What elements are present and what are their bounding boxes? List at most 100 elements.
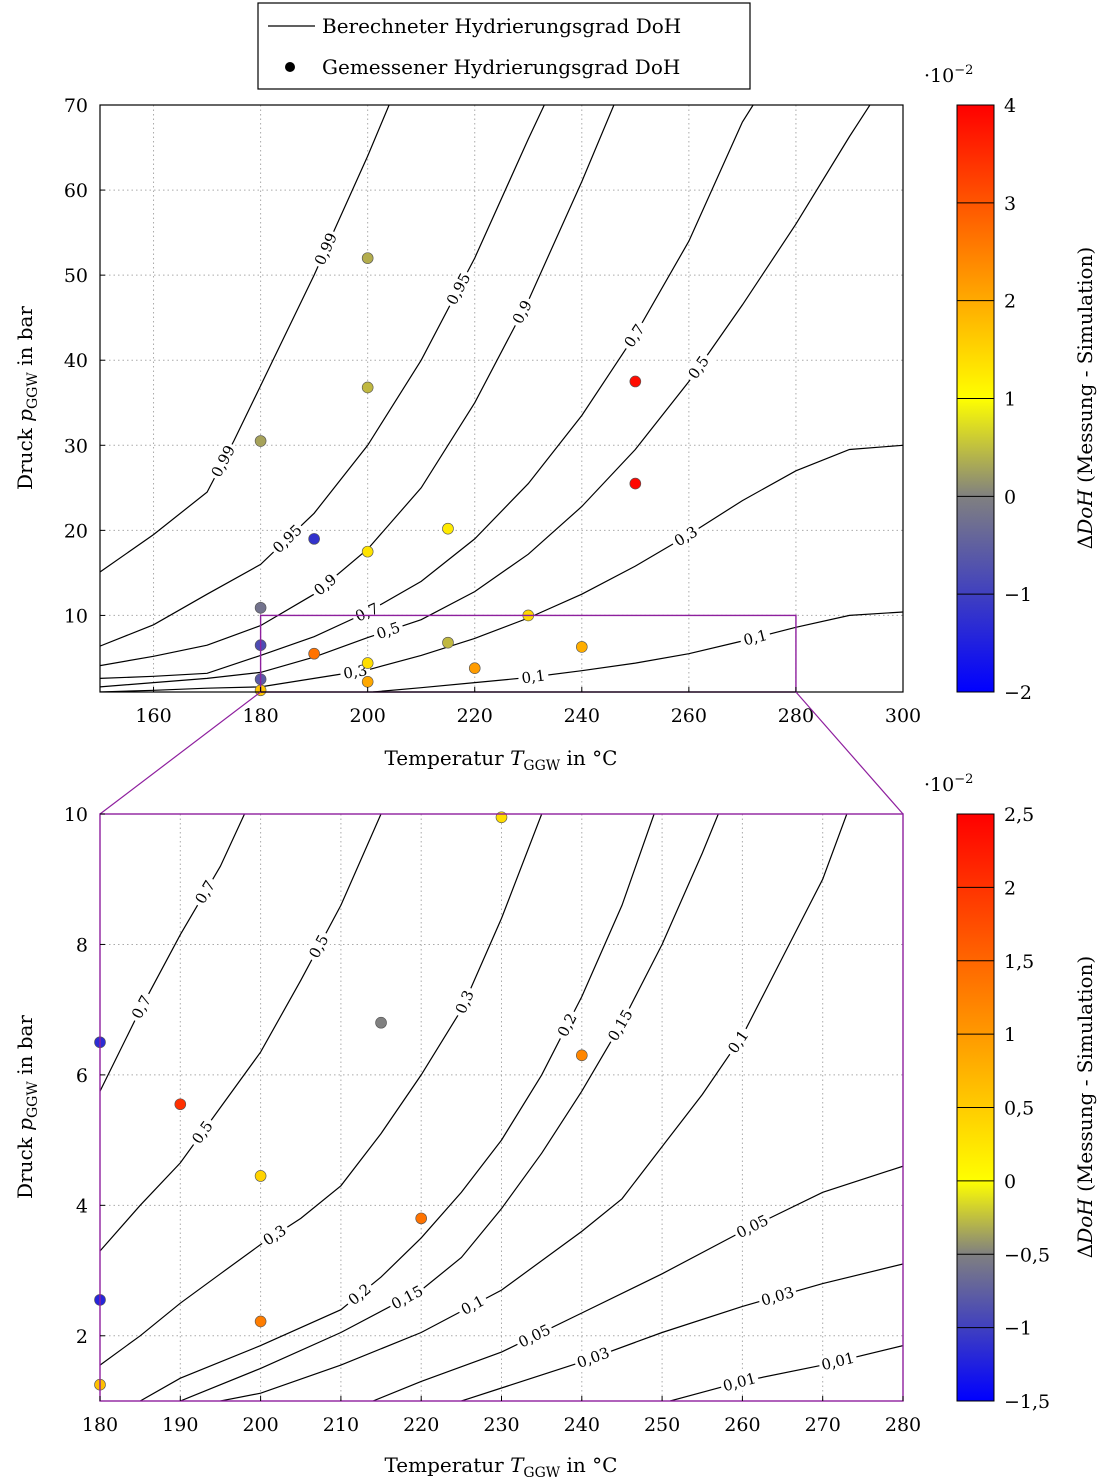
x-tick-label: 240 [564, 705, 600, 727]
measurement-point [361, 675, 374, 688]
x-tick-label: 270 [805, 1414, 841, 1436]
legend-box [257, 2, 751, 90]
measurement-point [629, 477, 642, 490]
top-chart: 0,990,990,950,950,90,90,70,70,50,50,30,3… [13, 63, 1097, 774]
legend-line-label: Berechneter Hydrierungsgrad DoH [322, 14, 681, 38]
colorbar-tick-label: 2,5 [1004, 804, 1034, 826]
measurement-point [375, 1016, 387, 1029]
contour-line [372, 1165, 903, 1401]
measurement-point [442, 522, 454, 535]
y-tick-label: 6 [76, 1065, 88, 1087]
x-tick-label: 250 [644, 1414, 680, 1436]
zoom-connector-left [99, 691, 261, 815]
legend-dot-label: Gemessener Hydrierungsgrad DoH [322, 55, 680, 79]
measurement-point [174, 1098, 187, 1111]
top-y-ticks: 10 20 30 40 50 60 70 [64, 95, 105, 627]
y-tick-label: 20 [64, 520, 88, 542]
contour-line [372, 611, 903, 692]
contour-label: 0,01 [718, 1368, 761, 1396]
x-tick-label: 240 [564, 1414, 600, 1436]
colorbar-tick-label: −0,5 [1004, 1244, 1050, 1266]
colorbar-tick-label: 3 [1004, 193, 1016, 215]
contour-label: 0,1 [738, 625, 773, 651]
measurement-point [361, 252, 374, 264]
contour-label: 0,1 [517, 666, 550, 688]
measurement-point [254, 1170, 267, 1182]
top-plot-frame [99, 104, 904, 693]
colorbar-tick-label: 0 [1004, 486, 1016, 508]
contour-line [100, 105, 545, 647]
contour-line [461, 1263, 903, 1401]
legend: Berechneter Hydrierungsgrad DoH Gemessen… [257, 2, 751, 90]
top-contour-labels: 0,990,990,950,950,90,90,70,70,50,50,30,3… [206, 227, 773, 688]
y-tick-label: 8 [76, 934, 88, 956]
colorbar-tick-label: 0,5 [1004, 1098, 1034, 1120]
x-tick-label: 280 [885, 1414, 921, 1436]
y-tick-label: 4 [76, 1195, 88, 1217]
colorbar-tick-label: −2 [1004, 682, 1032, 704]
measurement-point [308, 647, 320, 660]
measurement-point [361, 657, 374, 669]
colorbar-tick-label: −1 [1004, 1318, 1032, 1340]
x-tick-label: 220 [403, 1414, 439, 1436]
svg-text:0,3: 0,3 [342, 661, 368, 683]
top-x-axis-label: Temperatur TGGW in °C [385, 746, 618, 774]
measurement-point [629, 375, 642, 388]
top-colorbar: −2 −1 0 1 2 3 4 ·10−2 ΔDoH (Messung - Simulati… [924, 63, 1097, 704]
measurement-point [254, 1315, 267, 1328]
contour-line [220, 814, 848, 1401]
contour-label: 0,5 [303, 929, 334, 964]
x-tick-label: 260 [671, 705, 707, 727]
y-tick-label: 40 [64, 350, 88, 372]
measurement-point [361, 381, 374, 394]
colorbar-tick-label: 0 [1004, 1171, 1016, 1193]
measurement-point [468, 662, 481, 674]
svg-text:0,1: 0,1 [742, 626, 770, 649]
x-tick-label: 190 [162, 1414, 198, 1436]
measurement-point [575, 1049, 588, 1062]
x-tick-label: 260 [724, 1414, 760, 1436]
y-tick-label: 60 [64, 180, 88, 202]
bottom-points [94, 811, 588, 1391]
y-tick-label: 2 [76, 1326, 88, 1348]
x-tick-label: 230 [483, 1414, 519, 1436]
colorbar-tick-label: 1 [1004, 1024, 1016, 1046]
measurement-point [254, 601, 267, 614]
contour-line [100, 814, 246, 1092]
legend-dot-marker [285, 62, 295, 72]
top-colorbar-ticks: −2 −1 0 1 2 3 4 [957, 95, 1032, 704]
colorbar-tick-label: 1,5 [1004, 951, 1034, 973]
top-x-ticks: 160 180 200 220 240 260 280 300 [135, 687, 921, 727]
contour-line [669, 1345, 903, 1401]
colorbar-tick-label: −1,5 [1004, 1391, 1050, 1413]
y-tick-label: 70 [64, 95, 88, 117]
bottom-colorbar-ticks: −1,5 −1 −0,5 0 0,5 1 1,5 2 2,5 [957, 804, 1050, 1413]
measurement-point [415, 1212, 428, 1225]
contour-line [100, 444, 903, 692]
bottom-colorbar-label: ΔDoH (Messung - Simulation) [1073, 956, 1097, 1258]
contour-line [139, 814, 655, 1401]
contour-line [100, 105, 871, 688]
x-tick-label: 300 [885, 705, 921, 727]
y-tick-label: 50 [64, 265, 88, 287]
measurement-point [442, 636, 454, 649]
x-tick-label: 200 [350, 705, 386, 727]
bottom-y-ticks: 2 4 6 8 10 [64, 804, 105, 1348]
contour-line [180, 814, 719, 1401]
colorbar-tick-label: 1 [1004, 389, 1016, 411]
colorbar-tick-label: 4 [1004, 95, 1016, 117]
y-tick-label: 10 [64, 804, 88, 826]
bottom-chart: 0,70,70,50,50,30,30,20,20,150,150,10,10,… [13, 772, 1097, 1481]
x-tick-label: 180 [82, 1414, 118, 1436]
x-tick-label: 180 [242, 705, 278, 727]
bottom-colorbar-exponent: ·10−2 [924, 772, 973, 796]
bottom-y-axis-label: Druck pGGW in bar [13, 1015, 41, 1199]
x-tick-label: 160 [135, 705, 171, 727]
x-tick-label: 200 [242, 1414, 278, 1436]
bottom-x-axis-label: Temperatur TGGW in °C [385, 1453, 618, 1481]
colorbar-tick-label: −1 [1004, 584, 1032, 606]
colorbar-tick-label: 2 [1004, 877, 1016, 899]
zoom-connector-right [795, 691, 904, 815]
bottom-contours [100, 814, 903, 1401]
contour-line [100, 105, 390, 573]
